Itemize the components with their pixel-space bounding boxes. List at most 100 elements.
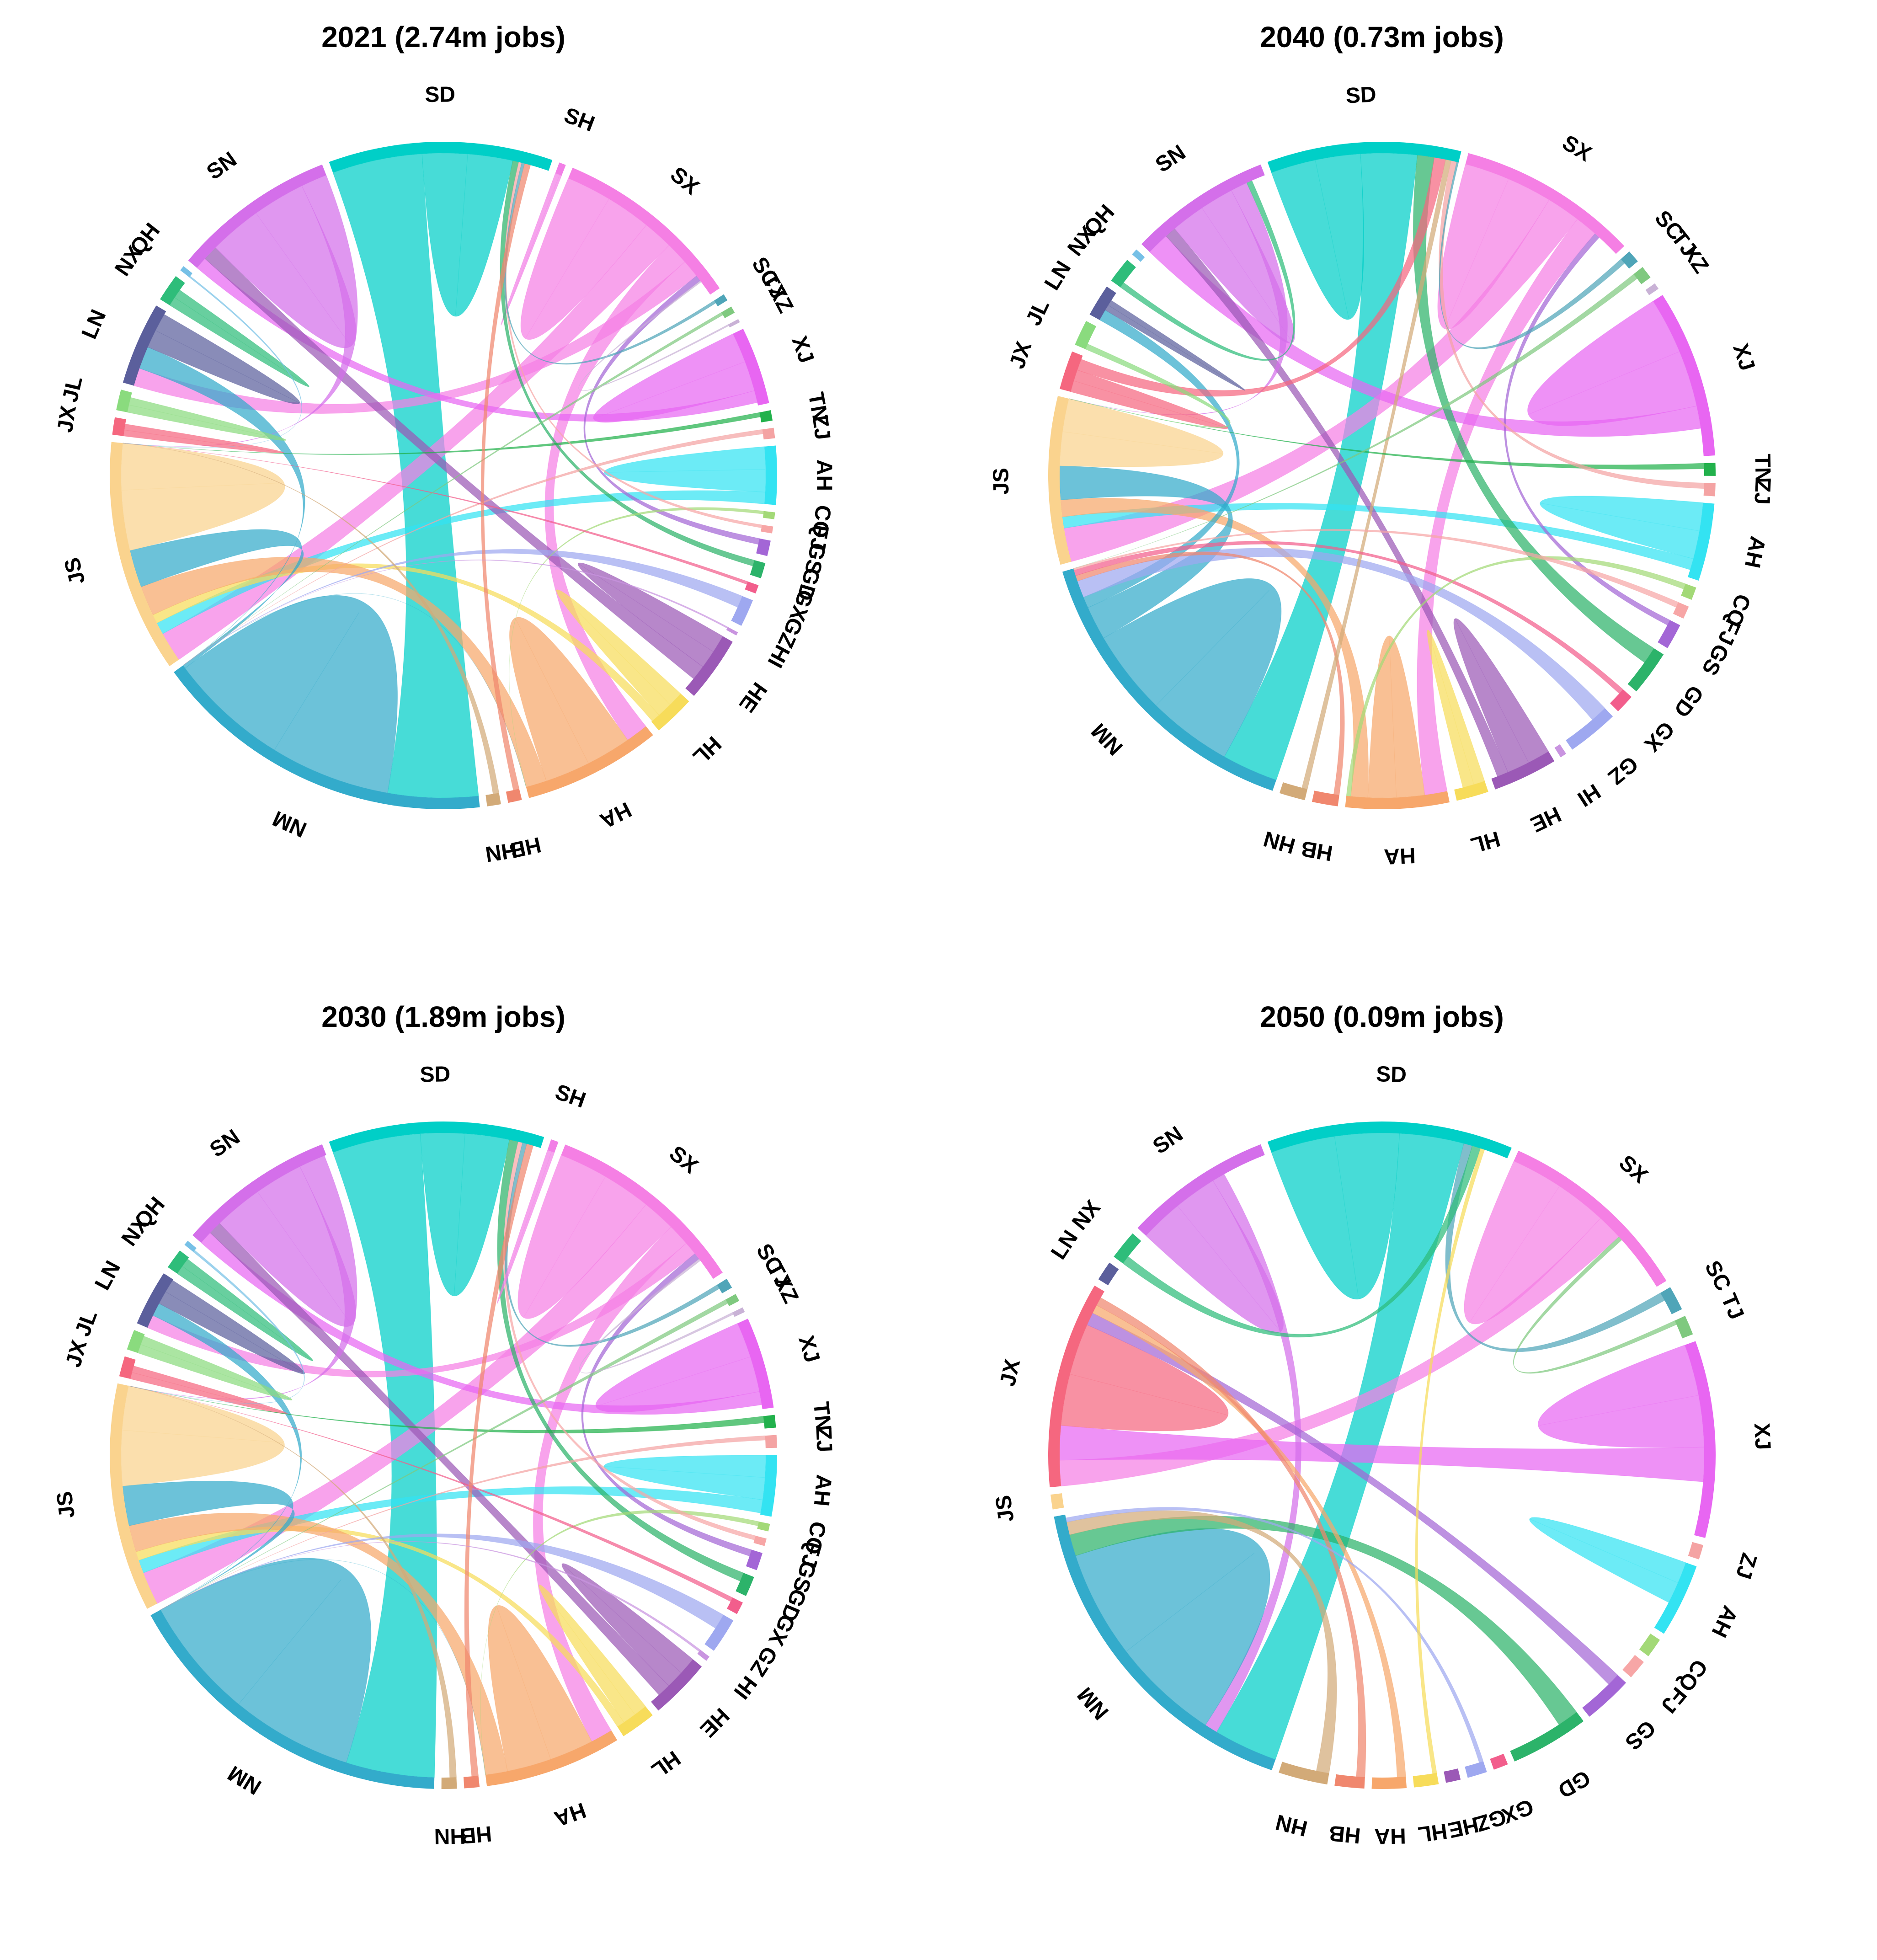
sector-label: JX bbox=[1005, 338, 1036, 371]
sector-label: HB bbox=[459, 1821, 493, 1848]
sector-arc-sd bbox=[329, 1122, 544, 1153]
sector-label: JS bbox=[991, 1494, 1019, 1524]
sector-label: HB bbox=[1328, 1821, 1362, 1848]
sector-label: SD bbox=[420, 1062, 451, 1087]
sector-label: HB bbox=[1299, 836, 1334, 865]
sector-arc-tn bbox=[759, 410, 773, 422]
sector-arc-tn bbox=[1704, 463, 1716, 476]
chord-link-sx-js bbox=[1063, 199, 1578, 562]
sector-label: CQ bbox=[807, 504, 835, 539]
sector-arc-hn bbox=[1279, 782, 1308, 801]
chord-links bbox=[121, 153, 766, 798]
sector-arc-he bbox=[1444, 1768, 1461, 1783]
chord-links bbox=[1059, 1132, 1705, 1778]
sector-label: GZ bbox=[1604, 751, 1642, 789]
chord-link-zj-sd bbox=[1439, 160, 1705, 489]
sector-arc-js bbox=[109, 442, 179, 667]
sector-label: LN bbox=[77, 306, 111, 342]
sector-label: SN bbox=[203, 147, 241, 185]
sector-arc-js bbox=[1050, 1493, 1064, 1510]
sector-arc-hn bbox=[1279, 1762, 1329, 1785]
chord-link-tj-nm bbox=[160, 1299, 728, 1610]
sector-label: HA bbox=[551, 1798, 589, 1831]
sector-arc-hi bbox=[697, 1650, 710, 1661]
sector-label: JL bbox=[58, 374, 87, 405]
chord-link-ha-ha bbox=[1367, 636, 1425, 798]
sector-arc-gs bbox=[756, 538, 771, 556]
sector-label: NX bbox=[1067, 1196, 1105, 1234]
chord-link-sd-sd bbox=[421, 153, 513, 317]
sector-label: HL bbox=[647, 1746, 685, 1783]
chord-link-cq-ha bbox=[509, 507, 764, 787]
chord-link-sn-js bbox=[123, 175, 358, 447]
sector-arc-tj bbox=[1633, 267, 1651, 284]
chord-link-ah-js bbox=[156, 490, 766, 635]
chord-diagram: SDSXSCTJXZXJTNZJAHCQFJGSGDGXGZHIHEHLHAHB… bbox=[989, 82, 1775, 869]
sector-label: SN bbox=[1148, 1122, 1187, 1159]
chord-link-sd-sd bbox=[420, 1132, 510, 1297]
sector-label: NM bbox=[224, 1761, 265, 1799]
sector-arc-gx bbox=[1490, 1753, 1508, 1770]
chord-link-hi-nm bbox=[183, 559, 728, 666]
chord-link-hl-sd bbox=[1415, 1148, 1485, 1774]
sector-label: HE bbox=[695, 1703, 734, 1742]
sector-arc-xz bbox=[728, 319, 740, 328]
chord-link-nx-sd bbox=[1122, 1145, 1481, 1338]
sector-label: HI bbox=[1573, 779, 1605, 812]
sector-label: XJ bbox=[1728, 341, 1760, 374]
sector-arc-sn bbox=[192, 1144, 326, 1243]
sector-arcs bbox=[1048, 142, 1716, 809]
sector-label: SD bbox=[1345, 82, 1377, 108]
sector-arc-ln bbox=[137, 1273, 174, 1328]
sector-arc-hl bbox=[651, 694, 689, 731]
sector-label: XJ bbox=[787, 333, 818, 366]
sector-arc-sc bbox=[1621, 251, 1638, 269]
sector-arc-gz bbox=[731, 596, 753, 626]
sector-arc-sx bbox=[1465, 153, 1625, 254]
sector-label: JX bbox=[996, 1357, 1025, 1389]
chord-link-hl-hl bbox=[539, 1584, 646, 1723]
sector-arc-jl bbox=[116, 390, 132, 412]
chord-link-qh-js bbox=[123, 276, 302, 448]
sector-arc-ha bbox=[1345, 791, 1450, 809]
sector-arc-gx bbox=[1610, 689, 1632, 711]
sector-arc-ha bbox=[485, 1730, 618, 1786]
chord-link-he-sn bbox=[210, 1223, 669, 1695]
sector-label: TN bbox=[1750, 454, 1775, 483]
chord-link-sc-sd bbox=[1445, 1143, 1665, 1352]
sector-arc-fj bbox=[1622, 1655, 1644, 1677]
sector-arc-gx bbox=[745, 581, 759, 594]
chord-link-gd-sd bbox=[1413, 155, 1654, 663]
sector-label: AH bbox=[1740, 534, 1770, 570]
sector-label: JS bbox=[60, 555, 90, 587]
sector-label: HA bbox=[1374, 1823, 1406, 1848]
sector-arc-hl bbox=[1413, 1773, 1439, 1788]
chord-link-tn-js bbox=[1069, 398, 1705, 470]
sector-arc-xz bbox=[732, 1307, 745, 1317]
chord-panel-2030: 2030 (1.89m jobs) SD SH SX SC TJ XZ XJ TN ZJ AH CQ… bbox=[0, 980, 938, 1960]
sector-arc-sx bbox=[1514, 1150, 1667, 1287]
sector-arc-jx bbox=[1048, 1285, 1104, 1488]
sector-label: SX bbox=[1614, 1150, 1652, 1188]
sector-label: HN bbox=[434, 1824, 466, 1848]
sector-arc-tn bbox=[763, 1415, 776, 1429]
chord-link-hn-js bbox=[128, 1385, 457, 1778]
chord-link-sx-ln bbox=[133, 262, 697, 414]
sector-arc-hn bbox=[441, 1777, 457, 1789]
sector-label: ZJ bbox=[807, 413, 835, 441]
sector-arc-cq bbox=[763, 511, 775, 519]
sector-arc-sc bbox=[717, 1279, 732, 1293]
sector-arc-ah bbox=[1688, 502, 1715, 581]
sector-label: LN bbox=[1040, 257, 1076, 294]
chord-links bbox=[121, 1132, 766, 1778]
sector-label: AH bbox=[809, 1474, 836, 1507]
chord-link-sn-js bbox=[128, 1155, 357, 1399]
sector-labels: SDSXSCTJXJZJAHCQFJGSGDGXGZHEHLHAHBHNNMJS… bbox=[991, 1062, 1775, 1848]
chord-link-gx-js bbox=[128, 1385, 733, 1602]
chord-link-xz-sx bbox=[578, 280, 730, 391]
sector-arc-nx bbox=[1114, 1233, 1141, 1264]
sector-arc-gx bbox=[727, 1597, 743, 1614]
chord-link-sx-js bbox=[162, 224, 670, 660]
sector-arc-sn bbox=[188, 164, 326, 268]
chord-link-nm-js bbox=[122, 1480, 295, 1610]
